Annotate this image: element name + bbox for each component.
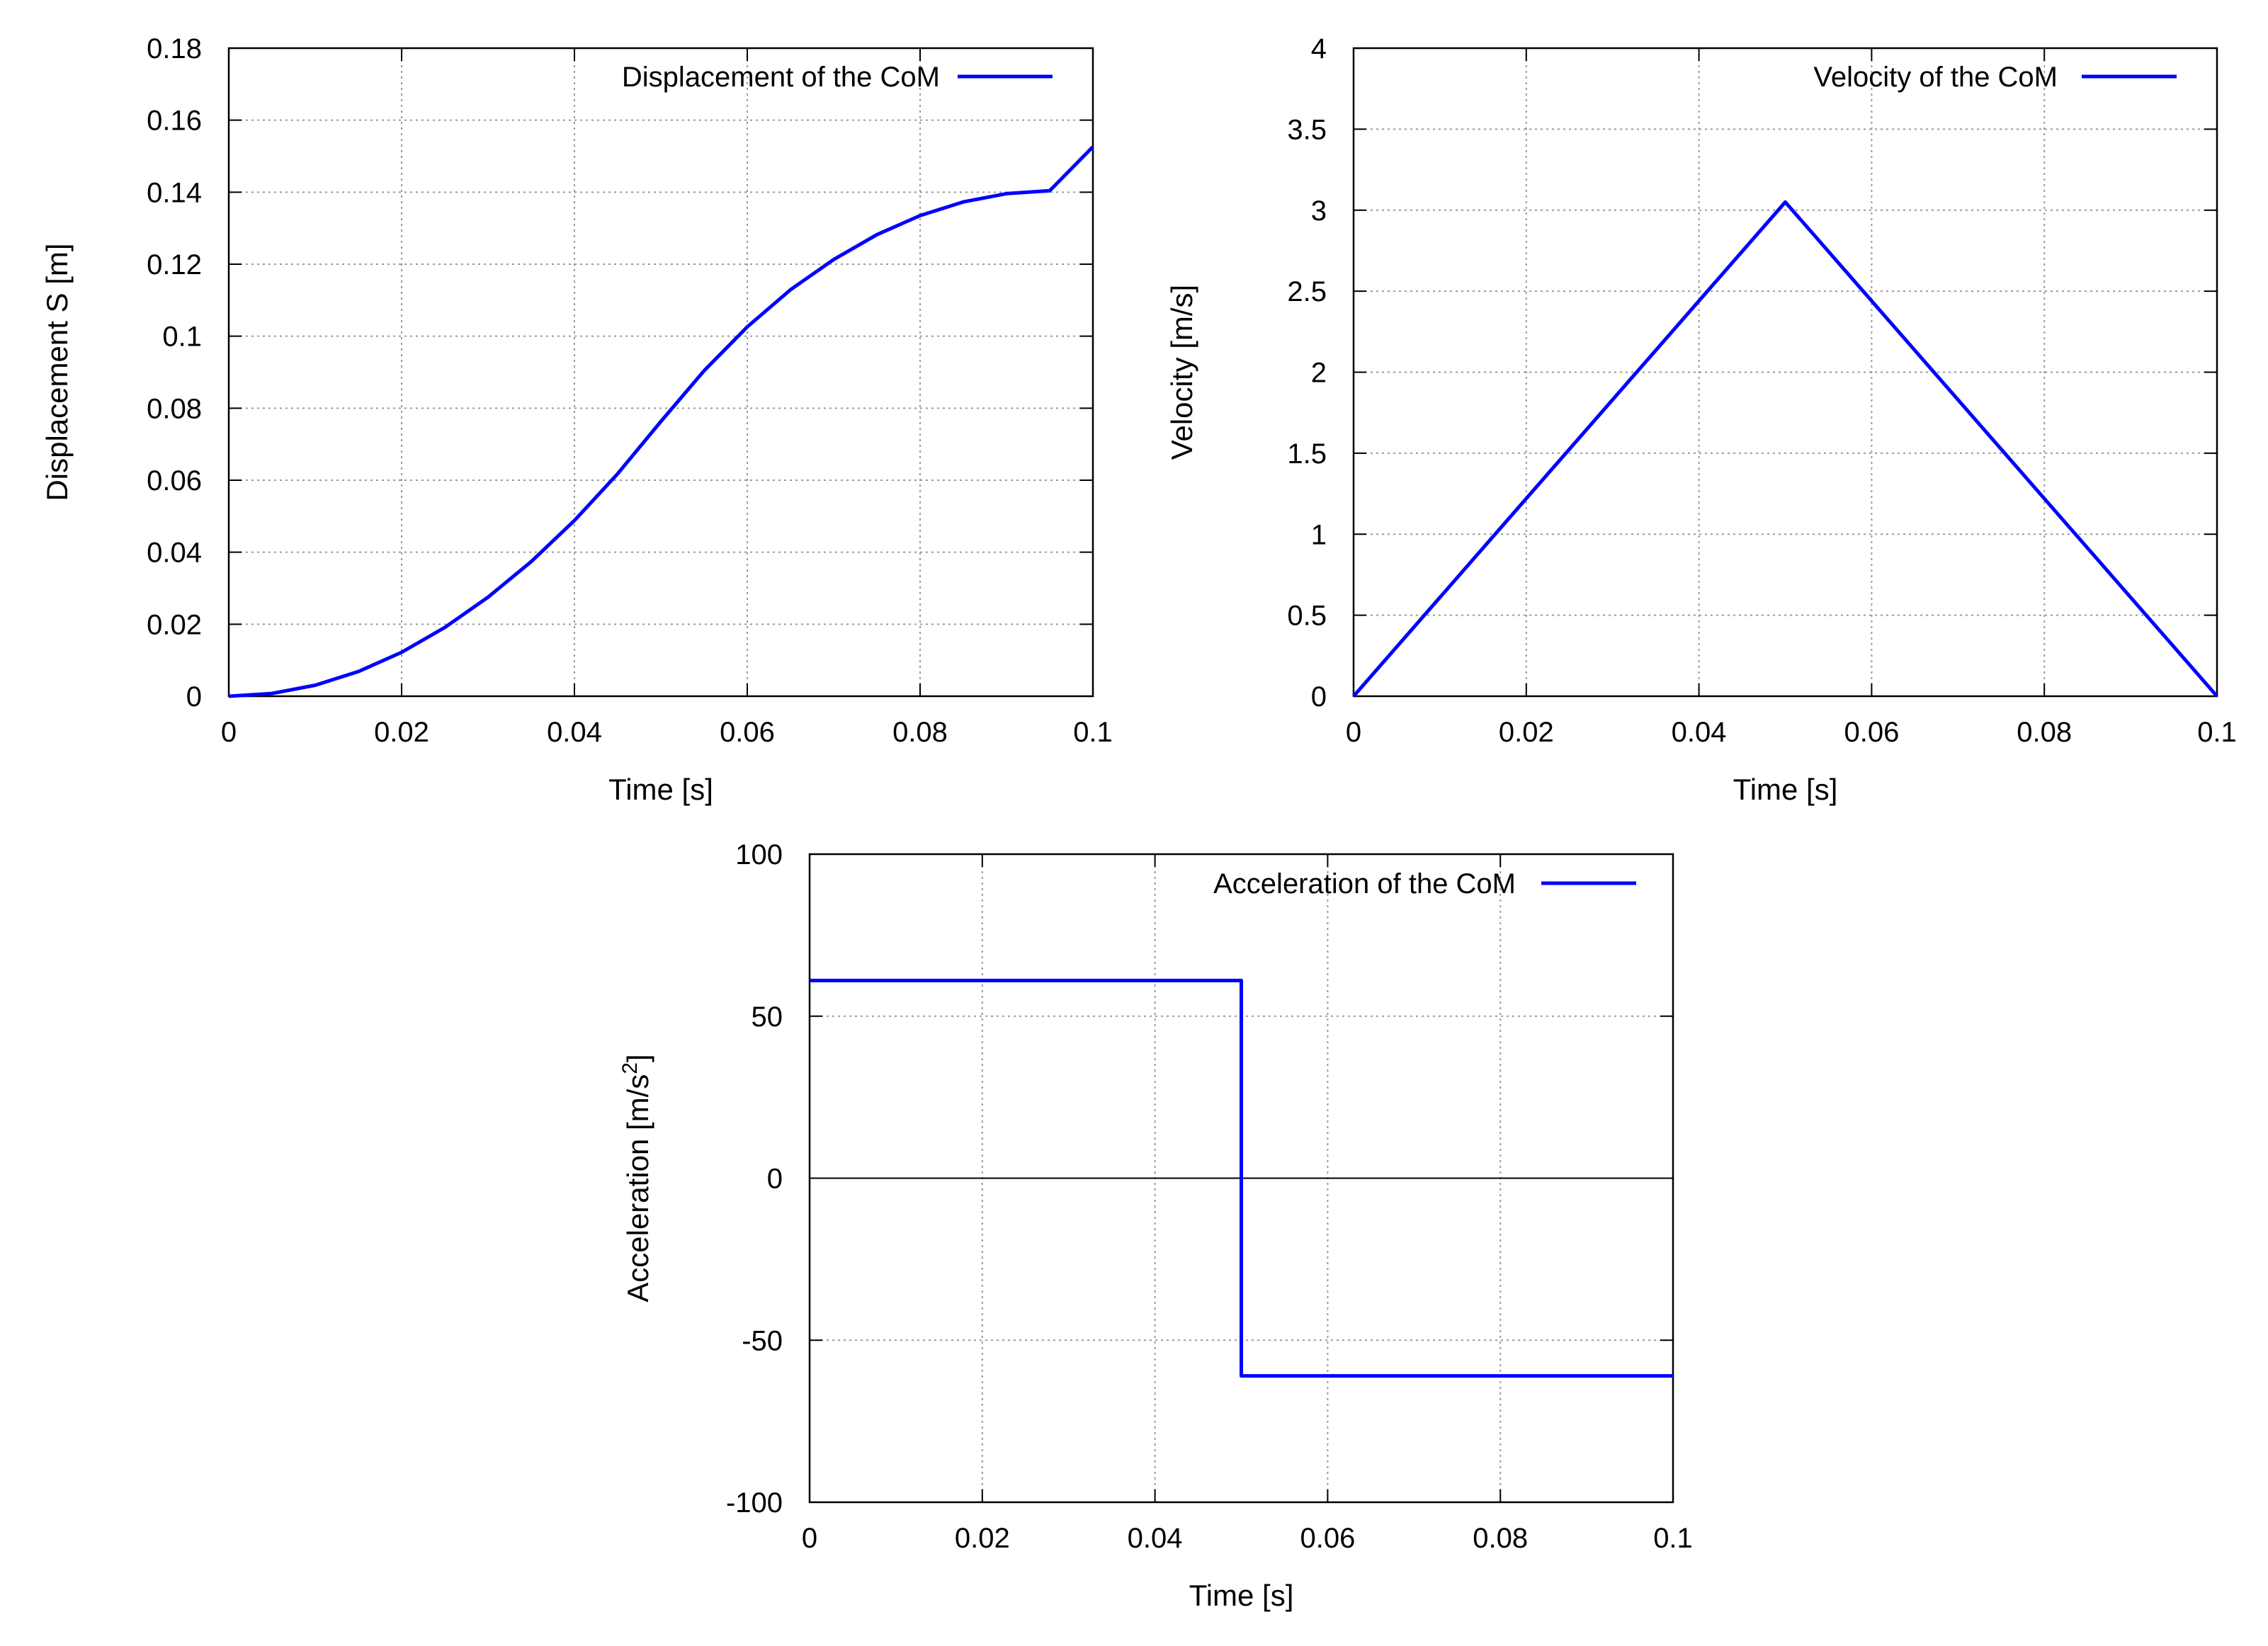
y-axis-label: Acceleration [m/s2] <box>618 1054 655 1302</box>
y-tick-label: 0.12 <box>147 249 202 280</box>
y-tick-label: 0.1 <box>162 322 202 353</box>
x-tick-label: 0.08 <box>1473 1523 1528 1554</box>
x-axis: 0 0.02 0.04 0.06 0.08 0.1 <box>802 854 1693 1554</box>
y-tick-label: 0.08 <box>147 393 202 424</box>
x-tick-label: 0.04 <box>1672 717 1727 748</box>
y-axis-label-superscript: 2 <box>618 1062 642 1074</box>
x-tick-label: 0.02 <box>955 1523 1010 1554</box>
y-tick-label: 0.02 <box>147 609 202 640</box>
y-tick-label: 3.5 <box>1287 114 1327 145</box>
series-line-1 <box>1352 200 2218 698</box>
y-tick-label: 0.14 <box>147 177 202 208</box>
y-tick-label: 0 <box>767 1164 783 1195</box>
plot-frame <box>227 47 1094 698</box>
y-tick-label: 1.5 <box>1287 438 1327 470</box>
x-tick-label: 0.04 <box>547 717 602 748</box>
y-tick-label: 100 <box>735 839 783 870</box>
x-axis-label: Time [s] <box>1189 1579 1294 1612</box>
grid <box>1354 48 2217 696</box>
x-axis: 0 0.02 0.04 0.06 0.08 0.1 <box>1346 48 2237 748</box>
y-axis-label: Velocity [m/s] <box>1165 285 1198 460</box>
y-tick-label: 0 <box>186 681 202 713</box>
series-line-1 <box>228 145 1094 698</box>
y-tick-label: 0 <box>1311 681 1327 713</box>
y-axis-label-suffix: ] <box>621 1054 654 1062</box>
chart-3: 0 0.02 0.04 0.06 0.08 0.1 -100 -50 0 50 100 Time [s… <box>618 839 1693 1612</box>
grid <box>229 48 1093 696</box>
legend-label: Acceleration of the CoM <box>1213 868 1516 899</box>
chart-1: 0 0.02 0.04 0.06 0.08 0.1 0 0.02 0.04 0.06 0.08 0.1… <box>40 33 1113 806</box>
x-tick-label: 0.06 <box>1844 717 1899 748</box>
legend: Velocity of the CoM <box>1813 62 2177 93</box>
y-tick-label: 2 <box>1311 358 1327 389</box>
legend-label: Velocity of the CoM <box>1813 62 2058 93</box>
x-tick-label: 0.06 <box>1300 1523 1355 1554</box>
x-tick-label: 0 <box>802 1523 817 1554</box>
y-tick-label: 0.5 <box>1287 601 1327 632</box>
y-tick-label: 50 <box>752 1001 783 1033</box>
y-tick-label: 0.18 <box>147 33 202 64</box>
x-tick-label: 0.08 <box>2017 717 2072 748</box>
y-tick-label: 2.5 <box>1287 276 1327 307</box>
x-axis-label: Time [s] <box>608 773 713 806</box>
x-tick-label: 0.1 <box>2197 717 2237 748</box>
series-line-1 <box>810 978 1673 1378</box>
y-tick-label: 3 <box>1311 195 1327 227</box>
x-tick-label: 0.02 <box>1499 717 1554 748</box>
y-axis: 0 0.02 0.04 0.06 0.08 0.1 0.12 0.14 0.16 0.18 <box>147 33 1093 713</box>
y-axis: 0 0.5 1 1.5 2 2.5 3 3.5 4 <box>1287 33 2217 713</box>
x-tick-label: 0 <box>221 717 237 748</box>
x-tick-label: 0.1 <box>1073 717 1113 748</box>
x-axis: 0 0.02 0.04 0.06 0.08 0.1 <box>221 48 1113 748</box>
y-tick-label: -50 <box>742 1325 783 1356</box>
x-axis-label: Time [s] <box>1733 773 1838 806</box>
y-tick-label: 0.16 <box>147 106 202 137</box>
y-tick-label: 0.06 <box>147 465 202 496</box>
x-tick-label: 0.04 <box>1128 1523 1183 1554</box>
x-tick-label: 0.08 <box>892 717 948 748</box>
y-axis: -100 -50 0 50 100 <box>726 839 1673 1519</box>
y-tick-label: 0.04 <box>147 538 202 569</box>
y-axis-label: Displacement S [m] <box>40 243 74 501</box>
legend: Displacement of the CoM <box>622 62 1053 93</box>
chart-2: 0 0.02 0.04 0.06 0.08 0.1 0 0.5 1 1.5 2 2.5 3 3.5 4 Tim… <box>1165 33 2237 806</box>
y-tick-label: -100 <box>726 1487 783 1519</box>
x-tick-label: 0.06 <box>720 717 775 748</box>
y-tick-label: 4 <box>1311 33 1327 64</box>
legend-label: Displacement of the CoM <box>622 62 940 93</box>
y-tick-label: 1 <box>1311 519 1327 550</box>
legend: Acceleration of the CoM <box>1213 868 1636 899</box>
x-tick-label: 0.1 <box>1653 1523 1693 1554</box>
x-tick-label: 0.02 <box>374 717 429 748</box>
x-tick-label: 0 <box>1346 717 1361 748</box>
